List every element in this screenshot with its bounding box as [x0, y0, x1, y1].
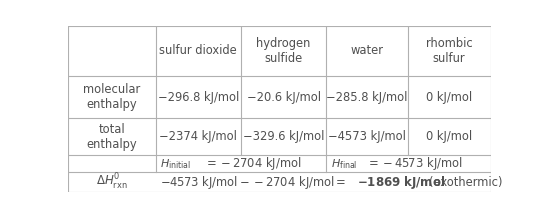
Text: −329.6 kJ/mol: −329.6 kJ/mol	[243, 130, 324, 143]
Text: −4573 kJ/mol: −4573 kJ/mol	[328, 130, 406, 143]
Text: −20.6 kJ/mol: −20.6 kJ/mol	[246, 91, 320, 104]
Text: $\Delta H^0_{\rm rxn}$: $\Delta H^0_{\rm rxn}$	[96, 172, 128, 192]
Text: $-4573\ \rm kJ/mol - -2704\ \rm kJ/mol =$: $-4573\ \rm kJ/mol - -2704\ \rm kJ/mol =…	[160, 174, 347, 191]
Text: 0 kJ/mol: 0 kJ/mol	[426, 130, 472, 143]
Text: rhombic
sulfur: rhombic sulfur	[426, 37, 473, 65]
Text: 0 kJ/mol: 0 kJ/mol	[426, 91, 472, 104]
Text: −285.8 kJ/mol: −285.8 kJ/mol	[326, 91, 408, 104]
Text: molecular
enthalpy: molecular enthalpy	[83, 83, 141, 111]
Text: $= -4573\ \rm kJ/mol$: $= -4573\ \rm kJ/mol$	[366, 155, 463, 172]
Text: (exothermic): (exothermic)	[428, 176, 502, 189]
Text: sulfur dioxide: sulfur dioxide	[160, 44, 237, 57]
Text: $\mathbf{-1869\ kJ/mol}$: $\mathbf{-1869\ kJ/mol}$	[357, 174, 445, 191]
Text: −296.8 kJ/mol: −296.8 kJ/mol	[158, 91, 239, 104]
Text: $H_{\rm final}$: $H_{\rm final}$	[331, 157, 358, 171]
Text: water: water	[350, 44, 383, 57]
Text: $H_{\rm initial}$: $H_{\rm initial}$	[160, 157, 191, 171]
Text: hydrogen
sulfide: hydrogen sulfide	[256, 37, 311, 65]
Text: total
enthalpy: total enthalpy	[87, 123, 137, 151]
Text: $= -2704\ \rm kJ/mol$: $= -2704\ \rm kJ/mol$	[204, 155, 301, 172]
Text: −2374 kJ/mol: −2374 kJ/mol	[159, 130, 237, 143]
